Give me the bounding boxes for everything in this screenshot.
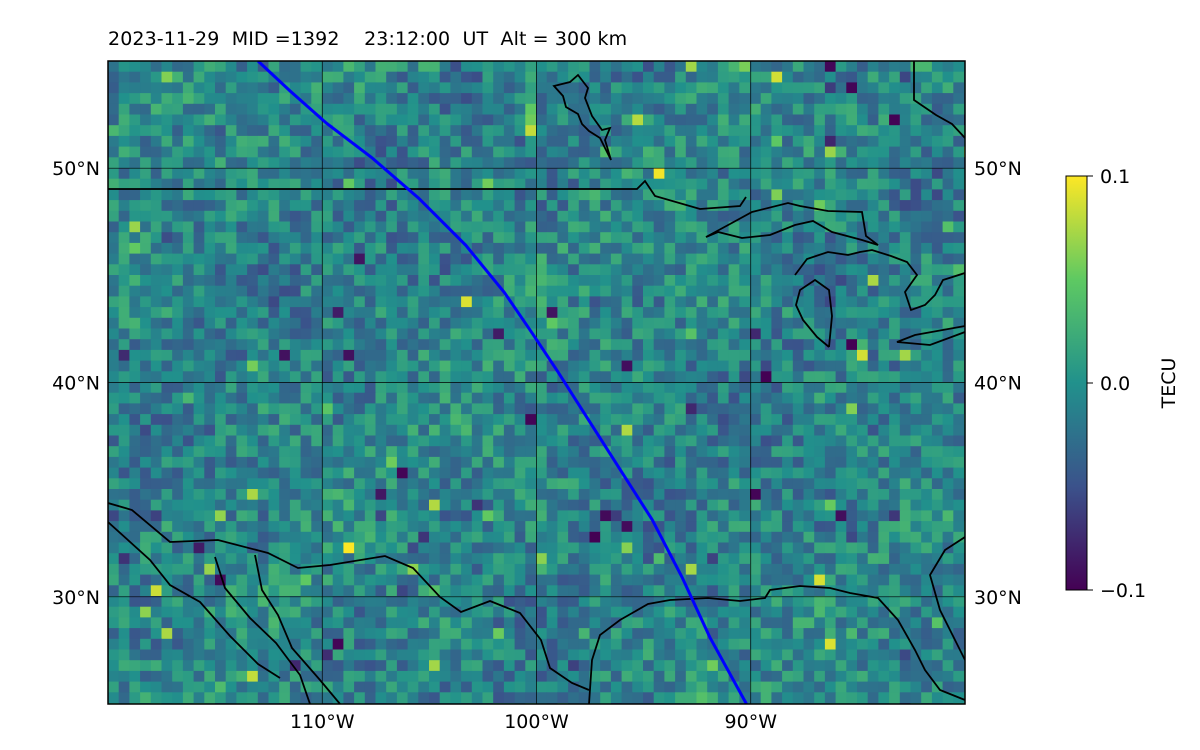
lat-tick-label-left: 40°N bbox=[52, 373, 100, 395]
colorbar-tick-label: −0.1 bbox=[1100, 580, 1146, 602]
us-mexico-border bbox=[108, 502, 590, 691]
graticule bbox=[108, 61, 965, 704]
lon-tick-label: 110°W bbox=[290, 711, 355, 733]
baja-coast bbox=[108, 521, 341, 704]
great-lakes-outline bbox=[794, 249, 965, 348]
lat-tick-label-right: 30°N bbox=[974, 587, 1022, 609]
lat-tick-label-left: 50°N bbox=[52, 158, 100, 180]
lat-tick-label-left: 30°N bbox=[52, 587, 100, 609]
colorbar-gradient bbox=[1065, 175, 1088, 591]
colorbar-tick-label: 0.1 bbox=[1100, 166, 1130, 188]
colorbar-ticks: 0.1 0.0 −0.1 bbox=[1087, 166, 1146, 602]
gulf-coast bbox=[588, 536, 965, 704]
plot-title: 2023-11-29 MID =1392 23:12:00 UT Alt = 3… bbox=[108, 28, 628, 50]
northeast-coast bbox=[913, 61, 965, 139]
axis-tick-labels: 50°N 50°N 40°N 40°N 30°N 30°N 110°W 100°W 90°W bbox=[52, 158, 1022, 733]
colorbar: 0.1 0.0 −0.1 TECU bbox=[1065, 166, 1180, 602]
colorbar-label: TECU bbox=[1158, 358, 1180, 410]
lon-tick-label: 90°W bbox=[725, 711, 778, 733]
map-frame bbox=[107, 60, 966, 705]
lat-tick-label-right: 40°N bbox=[974, 373, 1022, 395]
us-canada-border bbox=[108, 179, 747, 210]
hudson-bay-outline bbox=[552, 73, 612, 161]
lon-tick-label: 100°W bbox=[504, 711, 569, 733]
tec-raster bbox=[108, 61, 965, 704]
lake-superior-outline bbox=[705, 202, 879, 246]
coastlines bbox=[108, 61, 965, 704]
colorbar-tick-label: 0.0 bbox=[1100, 373, 1130, 395]
lat-tick-label-right: 50°N bbox=[974, 158, 1022, 180]
satellite-track bbox=[256, 61, 748, 704]
